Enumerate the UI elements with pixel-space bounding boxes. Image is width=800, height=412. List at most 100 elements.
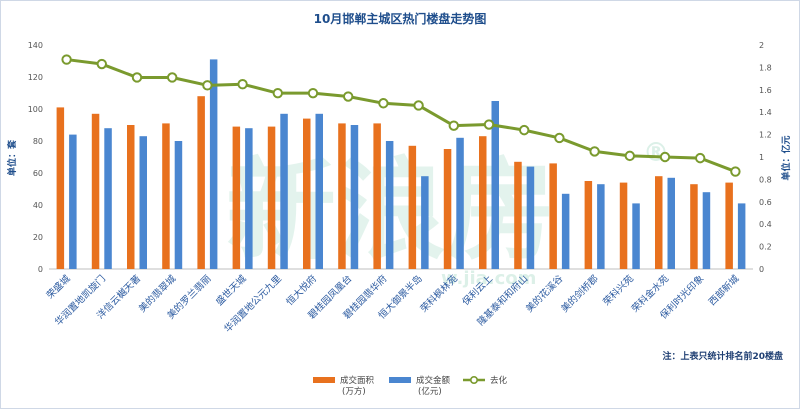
line-point-6 [272,87,283,99]
bar-0-16 [619,182,628,269]
line-point-9 [378,98,389,109]
category-label-16: 荣科兴苑 [601,272,637,308]
category-label-19: 西部新城 [706,272,742,308]
bar-0-4 [197,96,205,269]
bar-0-12 [479,136,487,269]
bar-0-10 [408,145,417,269]
line-series [61,54,741,177]
line-point-5 [237,79,248,90]
bar-0-9 [373,123,381,270]
bar-1-12 [491,101,499,269]
bar-1-9 [385,141,394,269]
y-tick-right-3: 0.6 [759,198,772,207]
bar-1-6 [280,113,288,269]
bar-1-5 [245,128,253,269]
watermark-url: w.jia.com [441,268,536,289]
y-tick-right-7: 1.4 [759,108,772,117]
legend-label-2: 去化 [490,375,508,386]
y-axis-label-left: 单位：套 [6,139,18,176]
y-tick-right-8: 1.6 [759,86,772,95]
y-tick-left-6: 120 [28,73,43,82]
y-tick-right-9: 1.8 [759,63,772,72]
line-point-8 [343,91,354,102]
line-point-17 [659,151,671,163]
bar-0-0 [56,107,65,270]
line-path [66,58,736,173]
line-point-2 [131,72,143,83]
bar-0-18 [690,184,698,269]
bar-1-16 [632,203,640,269]
bar-1-4 [209,59,218,270]
bar-0-3 [162,123,170,270]
bar-0-1 [91,113,100,269]
bar-0-14 [549,163,557,269]
bar-0-8 [338,123,346,270]
line-point-12 [483,119,495,130]
line-point-19 [730,166,741,177]
category-label-15: 美的剑桥郡 [559,272,601,314]
legend-label-0: 成交面积(万方) [340,375,375,397]
y-tick-left-7: 140 [28,41,43,50]
line-point-3 [167,72,178,83]
y-axis-label-right: 单位：亿元 [780,135,792,180]
bar-1-17 [667,177,675,269]
bar-0-7 [303,118,311,269]
bar-1-19 [737,203,746,269]
bar-1-7 [315,113,323,269]
y-tick-right-10: 2 [759,41,764,50]
y-tick-right-2: 0.4 [759,220,772,229]
bar-1-2 [139,136,147,269]
y-tick-right-4: 0.8 [759,175,772,184]
line-point-14 [554,132,565,144]
bar-0-17 [655,176,663,269]
bar-1-18 [702,192,711,269]
line-point-7 [307,87,319,99]
y-tick-left-1: 20 [33,233,43,242]
line-point-18 [695,152,706,164]
y-tick-right-6: 1.2 [759,131,772,140]
line-point-10 [413,100,424,111]
y-tick-left-5: 100 [28,105,43,114]
bar-0-5 [232,126,241,269]
line-point-4 [202,80,213,91]
bar-1-15 [597,184,605,269]
bar-0-2 [127,125,135,269]
legend-label-1: 成交金额(亿元) [416,375,451,397]
legend-swatch-0 [313,377,335,383]
y-tick-right-1: 0.2 [759,243,772,252]
bar-0-13 [514,161,522,269]
y-tick-left-3: 60 [33,169,43,178]
bar-0-15 [584,181,593,269]
category-label-0: 荣盛城 [44,272,73,301]
y-tick-right-0: 0 [759,265,764,274]
bar-1-10 [421,176,429,269]
bar-1-13 [526,166,535,269]
line-point-1 [96,58,108,70]
line-point-11 [448,120,459,131]
category-label-5: 盛世天城 [213,272,249,308]
bar-1-1 [104,128,112,269]
y-tick-right-5: 1 [759,153,764,162]
bar-0-11 [443,149,452,269]
chart-note: 注：上表只统计排名前20楼盘 [662,350,783,362]
y-tick-left-4: 80 [33,137,43,146]
bar-1-11 [456,137,464,269]
line-point-15 [589,146,600,157]
bar-1-0 [69,134,77,269]
legend: 成交面积(万方) 成交金额(亿元) 去化 [313,375,508,397]
category-labels: 荣盛城华润置地凯旋门洋信云樾天著美的翡翠城美的罗兰翡丽 盛世天城华润置地公元九里恒… [44,272,742,335]
line-point-0 [61,54,72,65]
line-point-16 [624,150,635,162]
bar-1-14 [561,193,570,269]
bar-1-8 [350,125,359,269]
bar-0-6 [267,126,276,269]
category-label-7: 恒大悦府 [284,272,320,308]
legend-swatch-1 [389,377,411,383]
category-label-11: 荣科枫林苑 [418,272,460,314]
bar-0-19 [725,182,733,269]
y-tick-left-2: 40 [33,201,43,210]
chart-title: 10月邯郸主城区热门楼盘走势图 [314,11,487,26]
bar-1-3 [174,141,183,269]
